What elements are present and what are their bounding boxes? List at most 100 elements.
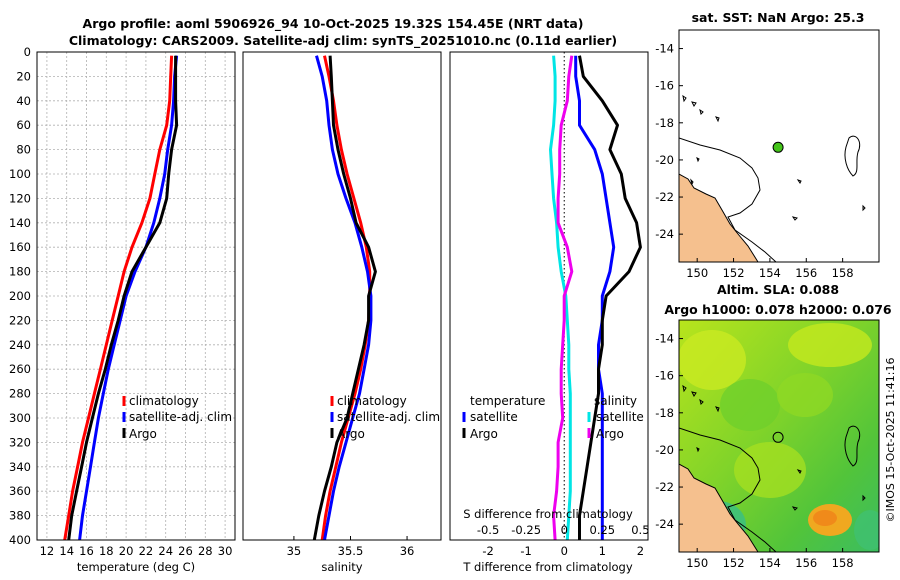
series-line-climatology — [63, 55, 174, 541]
difference-lines — [549, 55, 642, 541]
sla-map-panel: Altim. SLA: 0.088 Argo h1000: 0.078 h200… — [655, 282, 892, 570]
salinity-panel: 35 35.5 36 salinity climatology satellite-… — [242, 51, 442, 574]
legend-title-salinity: salinity — [594, 394, 637, 408]
y-tick-label: -22 — [655, 190, 674, 204]
sla-heatmap — [679, 320, 879, 552]
temperature-panel: 12 14 16 18 20 22 24 26 28 30 0 20 40 60 80 100 120 140 1… — [9, 45, 236, 574]
s-tick-label: 0 — [561, 523, 568, 537]
y-tick-label: 260 — [9, 362, 31, 376]
salinity-difference-legend: salinity satellite Argo — [587, 394, 644, 441]
salinity-axes-box — [242, 51, 442, 541]
temperature-grid — [37, 51, 235, 541]
y-tick-label: 160 — [9, 240, 31, 254]
legend-label-satellite: satellite-adj. clim — [337, 410, 440, 424]
series-line-t-argo-clim — [578, 55, 642, 540]
argo-position-marker — [772, 141, 784, 153]
series-line-s-argo-clim — [552, 55, 574, 541]
x-tick-label: 28 — [198, 544, 213, 558]
x-tick-label: 36 — [400, 544, 415, 558]
y-tick-label: -24 — [655, 227, 674, 241]
shelf-contour-line — [679, 427, 777, 552]
y-tick-label: 280 — [9, 387, 31, 401]
s-tick-label: -0.25 — [511, 523, 541, 537]
x-tick-label: -1 — [520, 544, 531, 558]
temperature-legend: climatology satellite-adj. clim Argo — [122, 394, 232, 441]
x-tick-label: 12 — [40, 544, 55, 558]
sla-high-spot-core — [813, 510, 837, 526]
coastline-islands — [682, 384, 866, 511]
legend-label-argo: Argo — [129, 427, 157, 441]
australia-coastline — [679, 463, 759, 552]
salinity-x-ticks: 35 35.5 36 — [287, 536, 415, 558]
depth-y-ticks: 0 20 40 60 80 100 120 140 160 180 200 220 240 260 280 3… — [9, 45, 31, 547]
x-tick-label: 152 — [723, 266, 745, 280]
reef-contour — [844, 135, 861, 177]
y-tick-label: -20 — [655, 153, 674, 167]
reef-contour — [844, 425, 861, 467]
y-tick-label: 100 — [9, 167, 31, 181]
y-tick-label: -14 — [655, 332, 674, 346]
y-tick-label: 240 — [9, 338, 31, 352]
x-tick-label: 152 — [723, 556, 745, 570]
shelf-contour-line — [679, 137, 777, 262]
x-tick-label: 158 — [832, 556, 854, 570]
s-difference-ticks: -0.5 -0.25 0 0.25 0.5 — [477, 523, 650, 537]
series-line-argo — [67, 55, 179, 541]
t-difference-xlabel: T difference from climatology — [462, 560, 633, 574]
x-tick-label: 154 — [759, 266, 781, 280]
y-tick-label: 80 — [16, 143, 31, 157]
y-tick-label: 320 — [9, 435, 31, 449]
temperature-axes-box — [36, 51, 236, 541]
legend-label-t-argo: Argo — [470, 427, 498, 441]
s-difference-label: S difference from climatology — [463, 507, 633, 521]
x-tick-label: 158 — [832, 266, 854, 280]
sla-blob — [734, 442, 806, 498]
x-tick-label: 1 — [599, 544, 606, 558]
imos-timestamp: ©IMOS 15-Oct-2025 11:41:16 — [884, 357, 897, 522]
sla-blob — [679, 330, 746, 390]
legend-label-t-satellite: satellite — [470, 410, 518, 424]
figure-title-line1: Argo profile: aoml 5906926_94 10-Oct-202… — [83, 16, 584, 32]
x-tick-label: 16 — [79, 544, 94, 558]
x-tick-label: 150 — [686, 556, 708, 570]
sla-map-x-ticks: 150 152 154 156 158 — [686, 548, 854, 570]
legend-label-satellite: satellite-adj. clim — [129, 410, 232, 424]
legend-label-climatology: climatology — [129, 394, 199, 408]
y-tick-label: 60 — [16, 118, 31, 132]
temperature-xlabel: temperature (deg C) — [77, 560, 195, 574]
sla-low-spot — [854, 510, 879, 550]
y-tick-label: -24 — [655, 517, 674, 531]
y-tick-label: 300 — [9, 411, 31, 425]
series-line-t-satellite-clim — [574, 55, 616, 540]
legend-label-climatology: climatology — [337, 394, 407, 408]
x-tick-label: 24 — [158, 544, 173, 558]
sla-blob — [788, 323, 872, 367]
x-tick-label: 2 — [637, 544, 644, 558]
y-tick-label: 140 — [9, 216, 31, 230]
series-line-satellite-adj-clim — [78, 55, 179, 541]
salinity-legend: climatology satellite-adj. clim Argo — [330, 394, 440, 441]
x-tick-label: 35 — [287, 544, 302, 558]
x-tick-label: 154 — [759, 556, 781, 570]
sla-map-title-line2: Argo h1000: 0.078 h2000: 0.076 — [664, 302, 892, 317]
salinity-lines — [312, 55, 377, 541]
argo-position-marker — [772, 431, 784, 443]
difference-axes-box — [449, 51, 649, 541]
australia-landmass — [679, 464, 758, 552]
y-tick-label: -14 — [655, 42, 674, 56]
sst-map-panel: sat. SST: NaN Argo: 25.3 150 152 154 156 158… — [655, 10, 880, 280]
sst-map-frame — [678, 29, 880, 263]
s-tick-label: 0.5 — [631, 523, 649, 537]
s-tick-label: 0.25 — [590, 523, 616, 537]
temperature-difference-legend: temperature satellite Argo — [462, 394, 545, 441]
salinity-xlabel: salinity — [321, 560, 362, 574]
s-tick-label: -0.5 — [477, 523, 499, 537]
series-line-argo — [312, 55, 377, 541]
sst-map-title: sat. SST: NaN Argo: 25.3 — [692, 10, 865, 25]
x-tick-label: 150 — [686, 266, 708, 280]
y-tick-label: -18 — [655, 406, 674, 420]
t-difference-x-ticks: -2 -1 0 1 2 — [482, 544, 644, 558]
x-tick-label: 35.5 — [338, 544, 364, 558]
y-tick-label: 180 — [9, 265, 31, 279]
